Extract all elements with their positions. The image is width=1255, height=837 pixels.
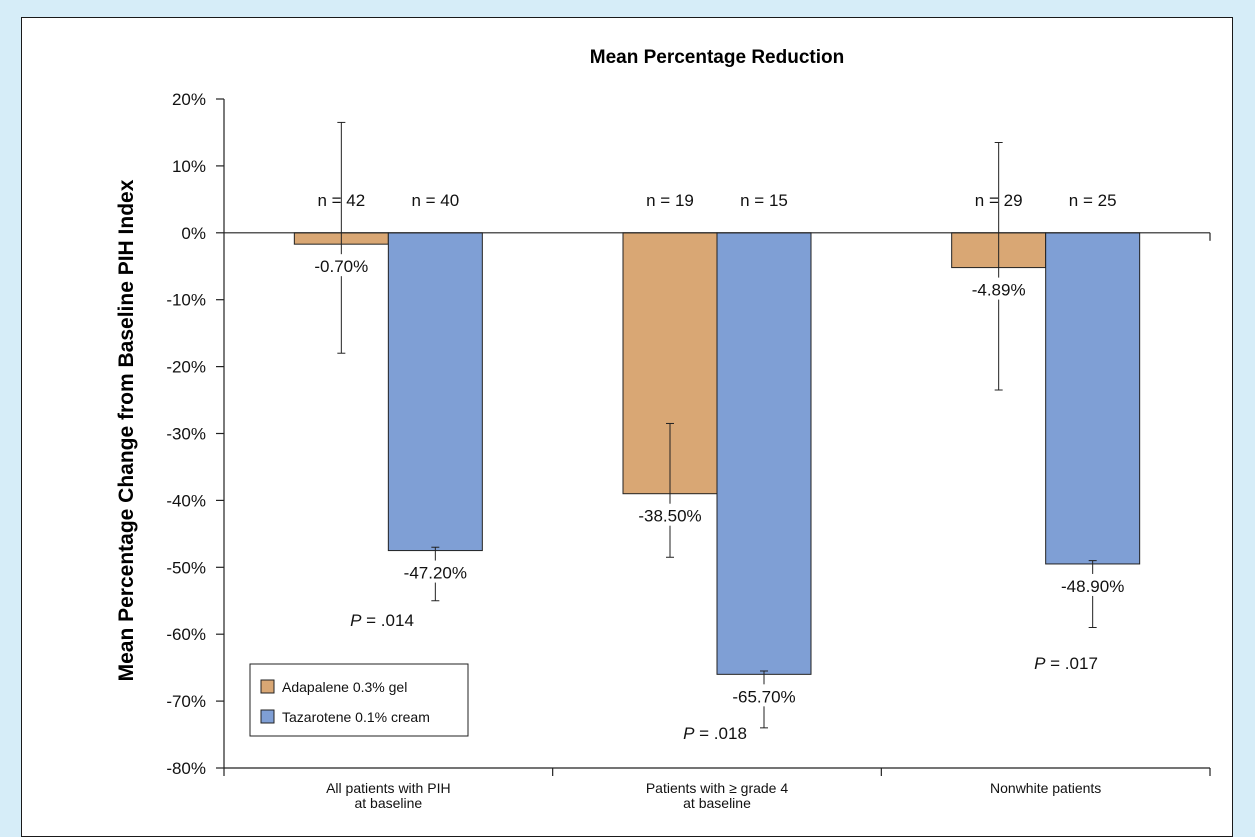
value-label: -4.89% [972,281,1026,300]
y-tick-label: -60% [166,625,206,644]
legend-swatch [260,679,275,694]
y-tick-label: 10% [172,157,206,176]
y-tick-label: -20% [166,358,206,377]
n-label: n = 19 [646,191,694,210]
chart-title: Mean Percentage Reduction [590,47,844,68]
value-label-bg [728,684,800,707]
y-axis-label: Mean Percentage Change from Baseline PIH… [115,179,138,681]
x-category-label: at baseline [683,795,751,811]
y-tick-label: -30% [166,425,206,444]
n-label: n = 15 [740,191,788,210]
value-label: -48.90% [1061,577,1124,596]
x-category-label: Patients with ≥ grade 4 [646,780,789,796]
n-label: n = 40 [411,191,459,210]
p-value-text: = .017 [1045,654,1097,673]
p-value-label: P = .014 [350,611,414,630]
y-tick-label: -40% [166,491,206,510]
legend-box [249,663,469,737]
y-tick-label: -70% [166,692,206,711]
y-tick-label: -80% [166,759,206,778]
bar-tazarotene [716,232,812,675]
p-value-letter: P [683,724,695,743]
value-label-bg [399,560,472,583]
p-value-letter: P [350,611,362,630]
y-tick-label: -10% [166,291,206,310]
legend-swatch [260,709,275,724]
p-value-letter: P [1034,654,1046,673]
value-label: -47.20% [404,564,467,583]
p-value-text: = .018 [694,724,746,743]
value-label-bg [305,254,378,277]
legend-label: Adapalene 0.3% gel [282,679,407,695]
value-label-bg [634,503,706,526]
y-tick-label: 20% [172,90,206,109]
bar-chart: Mean Percentage Reduction Mean Percentage… [115,47,1211,811]
legend-label: Tazarotene 0.1% cream [282,709,430,725]
x-category-label: All patients with PIH [326,780,451,796]
bar-tazarotene [1045,232,1141,565]
value-label: -65.70% [732,687,795,706]
y-tick-label: -50% [166,558,206,577]
n-label: n = 25 [1069,191,1117,210]
value-label: -38.50% [638,507,701,526]
value-label-bg [962,277,1035,300]
chart-frame: Mean Percentage Reduction Mean Percentage… [21,17,1233,837]
value-label: -0.70% [314,257,368,276]
p-value-label: P = .018 [683,724,747,743]
x-category-label: at baseline [354,795,422,811]
x-category-label: Nonwhite patients [990,780,1101,796]
value-label-bg [1056,573,1129,596]
bar-tazarotene [387,232,483,552]
p-value-label: P = .017 [1034,654,1098,673]
y-tick-label: 0% [181,224,206,243]
p-value-text: = .014 [361,611,413,630]
